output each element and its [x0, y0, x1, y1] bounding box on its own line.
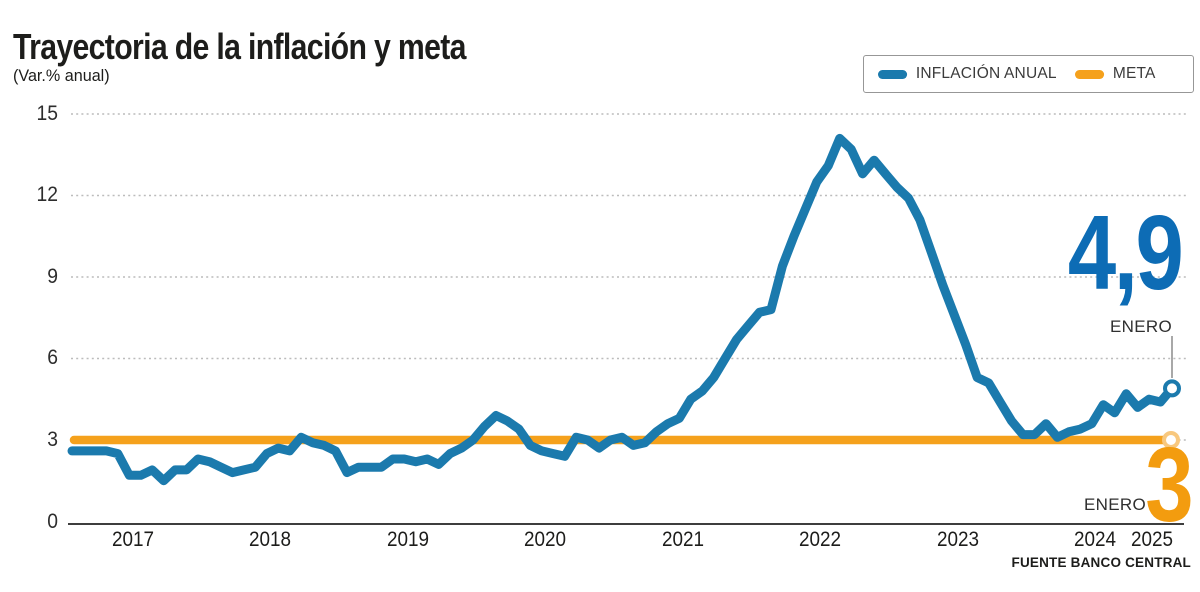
chart-subtitle: (Var.% anual) [13, 66, 110, 85]
y-tick-label: 6 [47, 346, 58, 370]
inflation-line [67, 133, 1177, 486]
legend: INFLACIÓN ANUAL META [863, 55, 1194, 93]
y-tick-label: 12 [36, 183, 58, 207]
x-tick-label: 2021 [661, 528, 704, 551]
x-tick-label: 2019 [386, 528, 429, 551]
legend-swatch-inflacion-icon [878, 69, 908, 79]
y-tick-label: 15 [36, 101, 58, 125]
x-tick-label: 2017 [111, 528, 154, 551]
meta-end-value: 3 [1145, 426, 1193, 544]
meta-end-marker-icon [1162, 430, 1180, 449]
inflation-end-value: 4,9 [1067, 194, 1184, 312]
y-tick-label: 9 [47, 264, 58, 288]
x-tick-label: 2023 [936, 528, 979, 551]
x-tick-label: 2020 [524, 528, 567, 551]
legend-label-inflacion: INFLACIÓN ANUAL [915, 65, 1057, 82]
x-tick-label: 2022 [799, 528, 842, 551]
legend-item-meta: META [1075, 65, 1156, 83]
inflation-end-marker-icon [1163, 379, 1181, 398]
source-credit: FUENTE BANCO CENTRAL [1011, 555, 1191, 570]
y-tick-label: 0 [47, 509, 58, 533]
legend-item-inflacion: INFLACIÓN ANUAL [878, 65, 1057, 83]
x-tick-label: 2018 [249, 528, 292, 551]
x-tick-label: 2025 [1130, 528, 1174, 551]
meta-end-month: ENERO [1084, 495, 1146, 514]
legend-label-meta: META [1113, 65, 1156, 82]
inflation-end-month: ENERO [1110, 317, 1172, 336]
y-tick-label: 3 [47, 427, 58, 451]
page-title: Trayectoria de la inflación y meta [13, 26, 466, 67]
legend-swatch-meta-icon [1075, 69, 1105, 79]
x-tick-label: 2024 [1074, 528, 1117, 551]
